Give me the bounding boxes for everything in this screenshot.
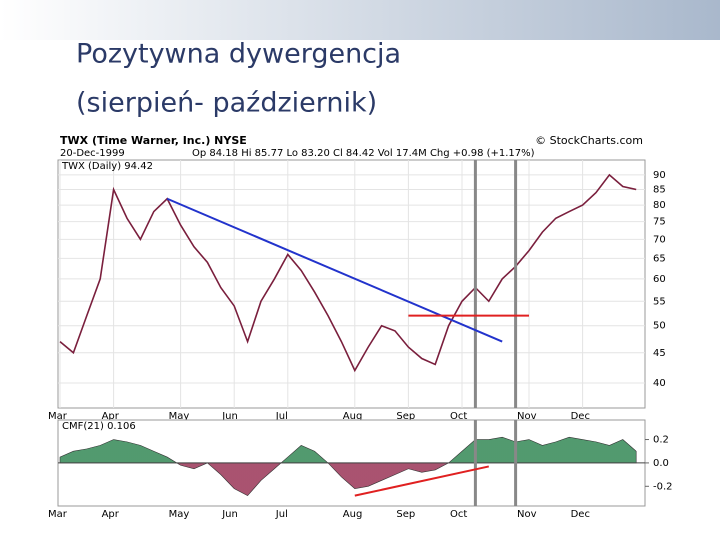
- y-tick-label: 0.0: [653, 458, 669, 469]
- x-tick-label: Oct: [450, 509, 467, 520]
- x-tick-label: Apr: [102, 509, 120, 520]
- x-tick-label: Sep: [396, 411, 415, 422]
- x-tick-label: Nov: [517, 509, 537, 520]
- legend-entry: CMF(21) 0.106: [62, 421, 136, 432]
- price-line: [59, 173, 637, 373]
- x-tick-label: Jun: [221, 411, 238, 422]
- x-tick-label: Jun: [221, 509, 238, 520]
- trend-line: [354, 465, 490, 497]
- quote: Op 84.18 Hi 85.77 Lo 83.20 Cl 84.42 Vol …: [192, 148, 535, 159]
- x-tick-label: Dec: [571, 509, 590, 520]
- cmf-area: [59, 436, 637, 497]
- y-tick-label: 55: [653, 296, 666, 307]
- y-tick-label: -0.2: [653, 481, 673, 492]
- x-tick-label: Sep: [396, 509, 415, 520]
- x-tick-label: Nov: [517, 411, 537, 422]
- y-tick-label: 90: [653, 170, 666, 181]
- top-band: [0, 0, 720, 40]
- slide-subtitle: (sierpień- październik): [76, 88, 377, 119]
- y-tick-label: 85: [653, 185, 666, 196]
- y-tick-label: 45: [653, 348, 666, 359]
- x-tick-label: May: [169, 509, 190, 520]
- date: 20-Dec-1999: [60, 148, 125, 159]
- trend-line: [166, 197, 503, 343]
- x-tick-label: Dec: [571, 411, 590, 422]
- chart-title: TWX (Time Warner, Inc.) NYSE: [60, 134, 247, 147]
- legend-entry: TWX (Daily) 94.42: [61, 161, 153, 172]
- x-tick-label: Apr: [102, 411, 120, 422]
- slide-title: Pozytywna dywergencja: [76, 39, 401, 70]
- x-tick-label: Jul: [275, 509, 288, 520]
- y-tick-label: 65: [653, 253, 666, 264]
- y-tick-label: 40: [653, 378, 666, 389]
- y-tick-label: 60: [653, 274, 666, 285]
- y-tick-label: 75: [653, 217, 666, 228]
- x-tick-label: Aug: [343, 509, 363, 520]
- y-tick-label: 70: [653, 234, 666, 245]
- x-tick-label: Oct: [450, 411, 467, 422]
- x-tick-label: Aug: [343, 411, 363, 422]
- x-tick-label: Mar: [48, 411, 68, 422]
- y-tick-label: 80: [653, 200, 666, 211]
- x-tick-label: Mar: [48, 509, 68, 520]
- y-tick-label: 50: [653, 321, 666, 332]
- plot-area: [57, 159, 646, 409]
- x-tick-label: Jul: [275, 411, 288, 422]
- x-tick-label: May: [169, 411, 190, 422]
- source: © StockCharts.com: [535, 134, 643, 147]
- y-tick-label: 0.2: [653, 435, 669, 446]
